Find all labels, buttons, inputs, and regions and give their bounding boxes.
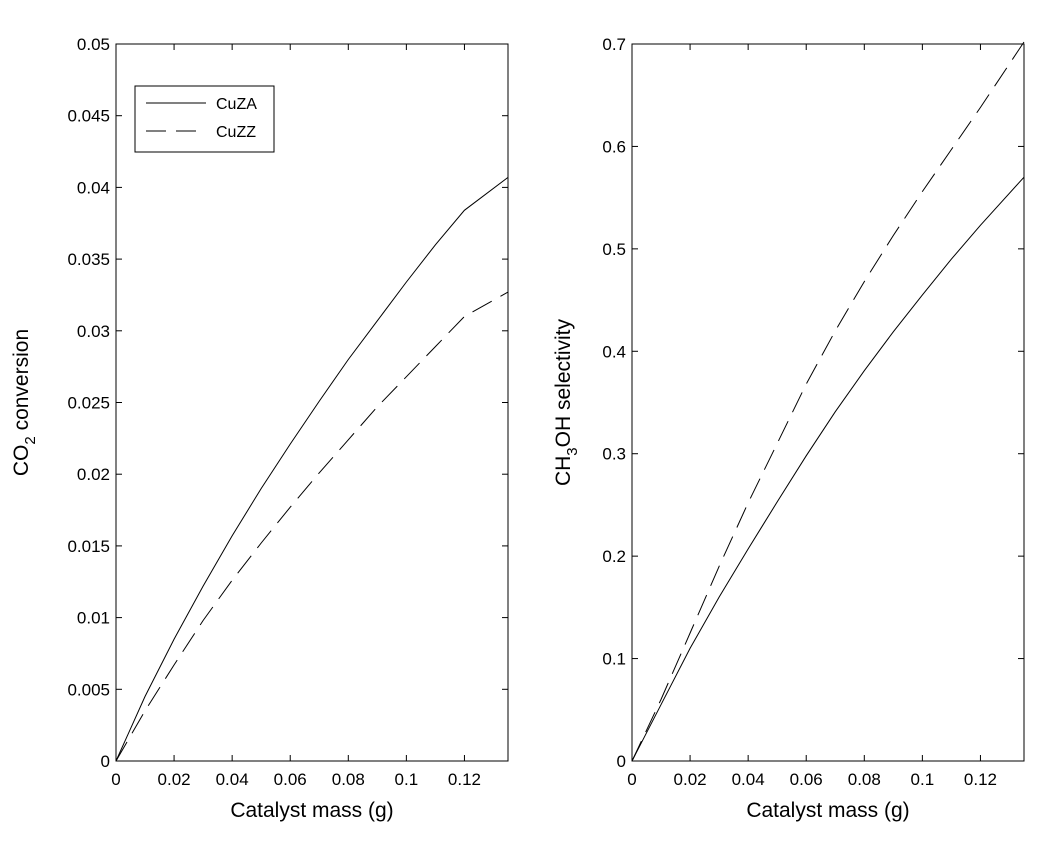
legend-label-cuza: CuZA [216,96,257,113]
y-axis-label-subscript: 2 [22,436,39,444]
y-tick-label: 0.005 [67,680,110,699]
x-tick-label: 0.08 [848,770,881,789]
x-tick-label: 0.06 [274,770,307,789]
y-tick-label: 0.4 [602,342,626,361]
y-axis-label-rest: conversion [10,329,33,436]
y-tick-label: 0.035 [67,250,110,269]
y-axis-label-main: CO [10,445,33,477]
y-tick-label: 0.5 [602,240,626,259]
y-tick-label: 0 [617,752,626,771]
y-axis-label: CH3OH selectivity [552,318,581,486]
y-axis-label-main: CH [552,456,575,486]
y-axis-label-rest: OH selectivity [552,318,575,447]
x-tick-label: 0.12 [448,770,481,789]
ch3oh-selectivity-panel: 0 0.02 0.04 0.06 0.08 0.1 0.12 0 0.1 0.2 0.3 0.4 0.… [552,35,1025,822]
y-tick-label: 0.01 [77,609,110,628]
series-lines [631,41,1025,762]
x-tick-label: 0.1 [395,770,419,789]
series-line-cuza [115,177,509,762]
x-tick-labels: 0 0.02 0.04 0.06 0.08 0.1 0.12 [627,770,997,789]
x-tick-label: 0.02 [674,770,707,789]
x-axis-label: Catalyst mass (g) [746,799,909,822]
legend-label-cuzz: CuZZ [216,124,256,141]
y-tick-label: 0 [101,752,110,771]
x-tick-label: 0.12 [964,770,997,789]
y-tick-label: 0.02 [77,465,110,484]
y-tick-label: 0.025 [67,394,110,413]
y-tick-label: 0.04 [77,178,110,197]
x-tick-label: 0.04 [732,770,765,789]
tick-marks [115,43,508,762]
plot-frame [631,43,1025,762]
series-line-cuzz [115,291,509,762]
y-tick-label: 0.045 [67,107,110,126]
legend-box [134,85,275,153]
y-tick-label: 0.3 [602,445,626,464]
y-tick-labels: 0 0.1 0.2 0.3 0.4 0.5 0.6 0.7 [602,35,626,771]
y-tick-label: 0.2 [602,547,626,566]
y-tick-labels: 0 0.005 0.01 0.015 0.02 0.025 0.03 0.035 0.04 0.0… [67,35,110,771]
x-axis-label: Catalyst mass (g) [230,799,393,822]
x-tick-label: 0.08 [332,770,365,789]
x-tick-label: 0.04 [216,770,249,789]
x-tick-label: 0 [111,770,120,789]
y-tick-label: 0.7 [602,35,626,54]
x-tick-label: 0 [627,770,636,789]
y-axis-label: CO2 conversion [10,329,39,476]
co2-conversion-panel: 0 0.02 0.04 0.06 0.08 0.1 0.12 0 0.005 0.01 0.015… [10,35,509,822]
y-tick-label: 0.1 [602,650,626,669]
y-tick-label: 0.6 [602,137,626,156]
series-line-cuza [631,176,1025,762]
y-tick-label: 0.015 [67,537,110,556]
y-tick-label: 0.03 [77,322,110,341]
x-tick-label: 0.06 [790,770,823,789]
y-tick-label: 0.05 [77,35,110,54]
series-line-cuzz [631,41,1025,762]
x-tick-label: 0.02 [158,770,191,789]
series-lines [115,177,509,762]
y-axis-label-subscript: 3 [564,447,581,455]
legend: CuZA CuZZ [134,85,275,153]
tick-marks [631,43,1024,762]
x-tick-labels: 0 0.02 0.04 0.06 0.08 0.1 0.12 [111,770,481,789]
x-tick-label: 0.1 [911,770,935,789]
